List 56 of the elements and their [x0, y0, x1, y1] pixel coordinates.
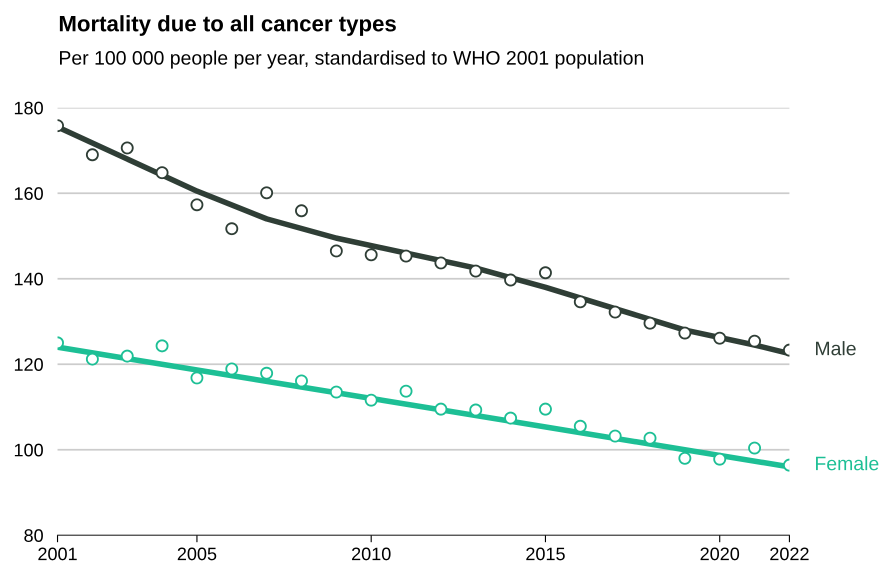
- chart-title: Mortality due to all cancer types: [60, 15, 396, 36]
- point: [120, 141, 134, 154]
- point: [225, 222, 238, 236]
- point: [713, 332, 726, 345]
- point: [574, 295, 587, 308]
- point: [86, 352, 99, 366]
- point: [504, 274, 518, 286]
- series-label: Female: [816, 456, 878, 470]
- y-tick-label: 80: [24, 529, 43, 542]
- point: [574, 420, 587, 433]
- y-tick-label: 160: [14, 187, 43, 200]
- chart-subtitle: Per 100 000 people per year, standardised to WHO 2001 population: [60, 50, 644, 69]
- point: [504, 412, 518, 425]
- point: [156, 339, 169, 352]
- point: [678, 326, 692, 340]
- y-tick-label: 120: [14, 358, 43, 371]
- point: [608, 306, 622, 319]
- x-tick-label: 2001: [38, 548, 77, 560]
- point: [644, 316, 656, 330]
- x-tick-label: 2010: [352, 548, 391, 560]
- point: [156, 166, 169, 180]
- point: [190, 198, 204, 212]
- point: [225, 362, 238, 376]
- point: [400, 384, 413, 398]
- point: [538, 266, 552, 280]
- point: [86, 148, 99, 162]
- point: [608, 430, 622, 443]
- point: [260, 366, 274, 380]
- point: [295, 204, 308, 218]
- point: [469, 264, 482, 278]
- point: [434, 402, 448, 416]
- x-tick-label: 2005: [178, 548, 216, 560]
- point: [748, 334, 762, 348]
- x-tick-label: 2022: [770, 548, 809, 560]
- x-tick-label: 2015: [526, 548, 565, 560]
- point: [260, 186, 274, 200]
- point: [644, 432, 656, 445]
- y-tick-label: 180: [14, 102, 43, 114]
- point: [748, 442, 762, 454]
- point: [538, 402, 552, 416]
- point: [330, 244, 343, 258]
- y-tick-label: 140: [14, 272, 43, 286]
- point: [400, 250, 413, 263]
- point: [364, 248, 378, 262]
- point: [190, 371, 204, 384]
- point: [364, 394, 378, 407]
- x-tick-label: 2020: [700, 548, 740, 560]
- point: [120, 350, 134, 363]
- y-tick-label: 100: [14, 444, 43, 456]
- point: [713, 452, 726, 466]
- series-label: Male: [816, 341, 856, 356]
- point: [469, 404, 482, 416]
- point: [678, 452, 692, 465]
- point: [295, 374, 308, 388]
- point: [330, 386, 343, 398]
- point: [434, 256, 448, 270]
